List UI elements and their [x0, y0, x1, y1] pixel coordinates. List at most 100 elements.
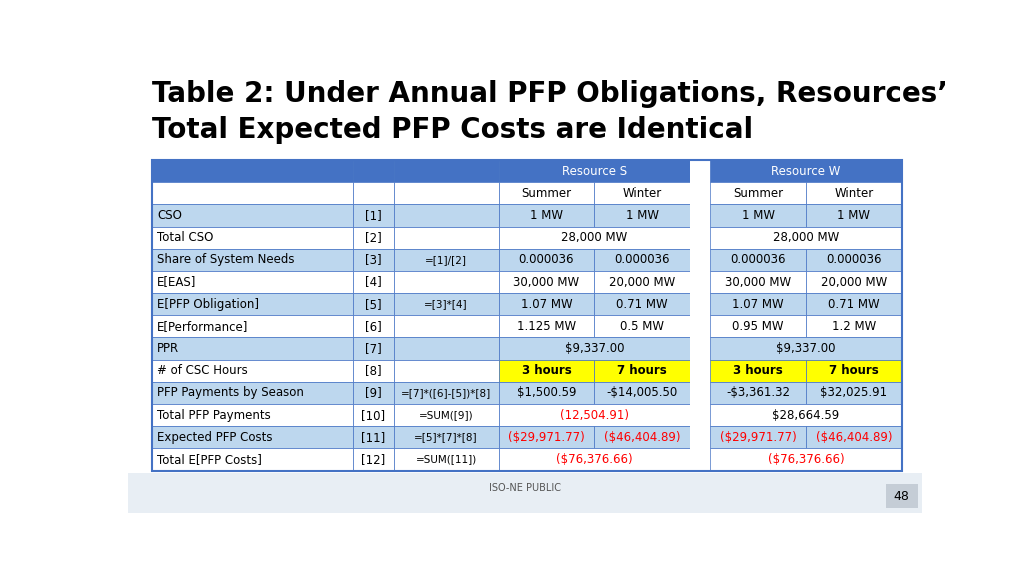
Text: [12]: [12] — [360, 453, 385, 466]
Text: ($76,376.66): ($76,376.66) — [556, 453, 633, 466]
Text: -$14,005.50: -$14,005.50 — [606, 386, 678, 399]
Text: Resource W: Resource W — [771, 165, 841, 177]
Bar — [152, 160, 352, 182]
Text: [9]: [9] — [365, 386, 381, 399]
Bar — [690, 404, 711, 426]
Bar — [393, 359, 499, 382]
Bar — [152, 338, 352, 359]
Bar — [393, 249, 499, 271]
Bar — [594, 315, 690, 338]
Bar — [711, 160, 902, 182]
Bar — [393, 338, 499, 359]
Text: 0.95 MW: 0.95 MW — [732, 320, 783, 333]
Text: 1.07 MW: 1.07 MW — [732, 298, 784, 310]
Text: ($46,404.89): ($46,404.89) — [604, 431, 680, 444]
Bar — [152, 249, 352, 271]
Bar — [152, 293, 352, 315]
Text: [8]: [8] — [365, 364, 381, 377]
Bar — [711, 182, 806, 204]
Bar — [711, 204, 806, 226]
Text: =[7]*([6]-[5])*[8]: =[7]*([6]-[5])*[8] — [401, 388, 492, 398]
Text: ($76,376.66): ($76,376.66) — [768, 453, 844, 466]
Text: Table 2: Under Annual PFP Obligations, Resources’: Table 2: Under Annual PFP Obligations, R… — [152, 80, 947, 108]
Text: 30,000 MW: 30,000 MW — [725, 275, 792, 289]
Text: ($29,971.77): ($29,971.77) — [720, 431, 797, 444]
Text: 1.125 MW: 1.125 MW — [517, 320, 575, 333]
Text: 0.71 MW: 0.71 MW — [616, 298, 668, 310]
Text: Total E[PFP Costs]: Total E[PFP Costs] — [158, 453, 262, 466]
Text: [10]: [10] — [361, 408, 385, 422]
Bar — [690, 226, 711, 249]
Bar — [711, 293, 806, 315]
Bar — [499, 315, 594, 338]
Bar — [352, 160, 393, 182]
Bar — [152, 426, 352, 448]
Bar — [594, 271, 690, 293]
Bar — [499, 182, 594, 204]
Bar — [806, 359, 902, 382]
Bar — [352, 338, 393, 359]
Bar — [393, 404, 499, 426]
Bar — [128, 473, 922, 513]
Bar — [711, 448, 902, 471]
Text: 7 hours: 7 hours — [829, 364, 879, 377]
Text: [7]: [7] — [365, 342, 381, 355]
Text: =[5]*[7]*[8]: =[5]*[7]*[8] — [415, 432, 478, 442]
Text: 1 MW: 1 MW — [626, 209, 658, 222]
Text: Total Expected PFP Costs are Identical: Total Expected PFP Costs are Identical — [152, 116, 753, 143]
Bar — [690, 204, 711, 226]
Bar — [393, 182, 499, 204]
Text: [1]: [1] — [365, 209, 381, 222]
Bar — [499, 359, 594, 382]
Bar — [806, 182, 902, 204]
Bar — [499, 204, 594, 226]
Text: 1 MW: 1 MW — [529, 209, 563, 222]
Bar — [352, 426, 393, 448]
Text: CSO: CSO — [158, 209, 182, 222]
Bar — [499, 160, 690, 182]
Text: [5]: [5] — [365, 298, 381, 310]
Bar — [393, 271, 499, 293]
Text: $9,337.00: $9,337.00 — [564, 342, 624, 355]
Bar — [594, 249, 690, 271]
Text: [2]: [2] — [365, 231, 381, 244]
Text: 1.2 MW: 1.2 MW — [831, 320, 876, 333]
Text: 7 hours: 7 hours — [617, 364, 667, 377]
Bar — [594, 293, 690, 315]
Bar — [806, 315, 902, 338]
Text: 28,000 MW: 28,000 MW — [773, 231, 839, 244]
Text: E[PFP Obligation]: E[PFP Obligation] — [158, 298, 259, 310]
Bar — [711, 404, 902, 426]
Text: 48: 48 — [894, 490, 909, 503]
Text: Share of System Needs: Share of System Needs — [158, 253, 295, 266]
Bar — [499, 271, 594, 293]
Text: $9,337.00: $9,337.00 — [776, 342, 836, 355]
Bar — [352, 404, 393, 426]
Text: PPR: PPR — [158, 342, 179, 355]
Bar — [711, 426, 806, 448]
Text: (12,504.91): (12,504.91) — [560, 408, 629, 422]
Bar — [352, 293, 393, 315]
Bar — [690, 271, 711, 293]
Text: 1.07 MW: 1.07 MW — [520, 298, 572, 310]
Bar — [152, 359, 352, 382]
Bar — [152, 182, 352, 204]
Bar — [152, 271, 352, 293]
Text: Resource S: Resource S — [562, 165, 627, 177]
Text: Summer: Summer — [521, 187, 571, 200]
Bar — [711, 249, 806, 271]
Bar — [711, 359, 806, 382]
Bar — [690, 359, 711, 382]
Bar — [690, 160, 711, 182]
Bar — [352, 448, 393, 471]
Text: 3 hours: 3 hours — [733, 364, 783, 377]
Text: 1 MW: 1 MW — [741, 209, 774, 222]
Bar — [594, 426, 690, 448]
Bar — [690, 338, 711, 359]
Text: 20,000 MW: 20,000 MW — [609, 275, 675, 289]
Text: Summer: Summer — [733, 187, 783, 200]
Text: Expected PFP Costs: Expected PFP Costs — [158, 431, 272, 444]
Text: ISO-NE PUBLIC: ISO-NE PUBLIC — [488, 483, 561, 493]
Text: =[3]*[4]: =[3]*[4] — [424, 299, 468, 309]
Bar — [352, 249, 393, 271]
